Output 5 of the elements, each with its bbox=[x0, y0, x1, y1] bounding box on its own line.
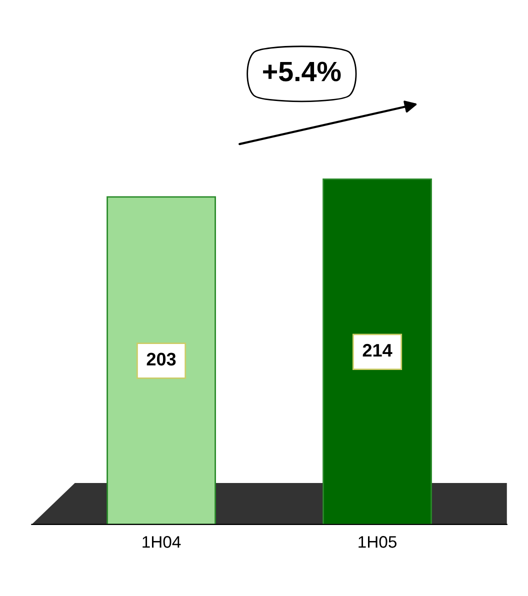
data-label: 203 bbox=[146, 352, 176, 366]
x-tick-label: 1H04 bbox=[142, 536, 181, 548]
text: +5.4% bbox=[263, 62, 341, 82]
data-label: 214 bbox=[362, 344, 392, 357]
x-tick-label: 1H05 bbox=[358, 536, 397, 548]
